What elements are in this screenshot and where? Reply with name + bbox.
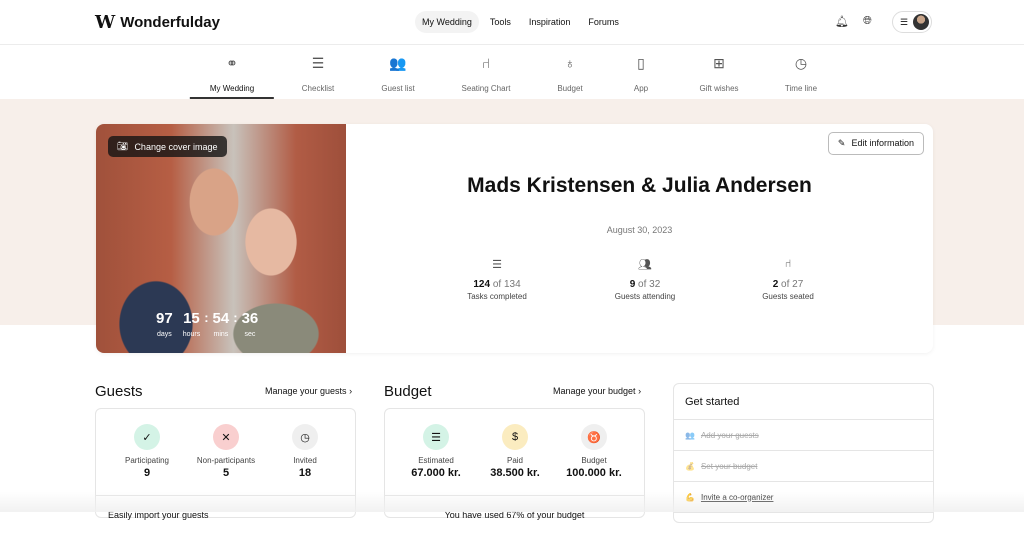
tab-app[interactable]: ▯ App <box>633 55 649 93</box>
get-started-title: Get started <box>674 384 933 420</box>
hand-money-icon: $ <box>502 424 528 450</box>
kpi-estimated: ☰ Estimated 67.000 kr. <box>386 424 486 479</box>
tab-seating-chart[interactable]: ⑁ Seating Chart <box>461 55 511 93</box>
chevron-right-icon: › <box>638 386 642 396</box>
kpi-invited: ◷ Invited 18 <box>255 424 355 479</box>
nav-my-wedding[interactable]: My Wedding <box>415 11 479 33</box>
kpi-budget: ♉ Budget 100.000 kr. <box>544 424 644 479</box>
person-x-icon: ✕ <box>213 424 239 450</box>
chevron-right-icon: › <box>349 386 353 396</box>
kpi-non-participants: ✕ Non-participants 5 <box>176 424 276 479</box>
chair-icon: ⑁ <box>784 258 792 270</box>
edit-information-button[interactable]: ✎ Edit information <box>827 132 924 155</box>
emoji-icon: 💰 <box>685 461 695 471</box>
globe-icon[interactable]: 🌐︎ <box>862 15 872 27</box>
sub-nav: ⚭ My Wedding ☰ Checklist 👥 Guest list ⑁ Seating… <box>0 45 1024 99</box>
stat-tasks: ☰ 124 of 134 Tasks completed <box>437 258 557 301</box>
top-header: W Wonderfulday My Wedding Tools Inspirati… <box>0 0 1024 45</box>
nav-tools[interactable]: Tools <box>489 17 511 27</box>
gift-icon: ⊞ <box>713 55 725 71</box>
person-check-icon: ✓ <box>134 424 160 450</box>
emoji-icon: 👥 <box>685 430 695 440</box>
guests-icon: 👥︎ <box>638 259 652 271</box>
tab-checklist[interactable]: ☰ Checklist <box>301 55 335 93</box>
rings-icon: ⚭ <box>226 55 238 71</box>
checklist-icon: ☰ <box>492 259 502 271</box>
piggy-bank-icon: ♉ <box>581 424 607 450</box>
manage-guests-link[interactable]: Manage your guests › <box>265 386 353 396</box>
coins-icon: ☰ <box>423 424 449 450</box>
nav-inspiration[interactable]: Inspiration <box>528 17 571 27</box>
nav-forums[interactable]: Forums <box>588 17 619 27</box>
kpi-paid: $ Paid 38.500 kr. <box>465 424 565 479</box>
logo[interactable]: W Wonderfulday <box>95 12 220 33</box>
wedding-date: August 30, 2023 <box>606 225 673 235</box>
tab-time-line[interactable]: ◷ Time line <box>784 55 818 93</box>
stat-guests-attending: 👥︎ 9 of 32 Guests attending <box>585 258 705 301</box>
hamburger-icon: ☰ <box>900 16 909 27</box>
guests-icon: 👥 <box>389 55 407 71</box>
person-clock-icon: ◷ <box>292 424 318 450</box>
clock-icon: ◷ <box>794 55 808 71</box>
checklist-icon: ☰ <box>311 55 325 71</box>
cover-image: 📷︎ Change cover image 97 days 15 hours : 54… <box>96 124 346 353</box>
manage-budget-link[interactable]: Manage your budget › <box>553 386 642 396</box>
tab-gift-wishes[interactable]: ⊞ Gift wishes <box>699 55 739 93</box>
stat-guests-seated: ⑁ 2 of 27 Guests seated <box>728 258 848 301</box>
tab-guest-list[interactable]: 👥 Guest list <box>381 55 415 93</box>
user-menu-button[interactable]: ☰ <box>892 11 932 33</box>
tab-my-wedding[interactable]: ⚭ My Wedding <box>189 45 275 99</box>
kpi-participating: ✓ Participating 9 <box>97 424 197 479</box>
pencil-icon: ✎ <box>837 138 846 148</box>
hero-card: 📷︎ Change cover image 97 days 15 hours : 54… <box>96 124 933 353</box>
top-nav: My Wedding Tools Inspiration Forums <box>415 11 626 33</box>
brand-name: Wonderfulday <box>120 14 220 31</box>
bottom-fade <box>0 492 1024 512</box>
countdown: 97 days 15 hours : 54 mins : 36 sec <box>156 310 259 338</box>
avatar <box>913 14 930 30</box>
couple-names: Mads Kristensen & Julia Andersen <box>467 174 812 197</box>
phone-icon: ▯ <box>637 55 645 71</box>
tab-budget[interactable]: ♁ Budget <box>557 55 583 93</box>
change-cover-button[interactable]: 📷︎ Change cover image <box>108 136 227 157</box>
budget-title: Budget <box>384 383 432 400</box>
get-started-item[interactable]: 👥 Add your guests <box>674 420 933 451</box>
money-bag-icon: ♁ <box>564 55 576 71</box>
bell-icon[interactable]: 🔔︎ <box>835 16 849 28</box>
camera-icon: 📷︎ <box>117 141 129 151</box>
get-started-item[interactable]: 💰 Set your budget <box>674 451 933 482</box>
guests-title: Guests <box>95 383 143 400</box>
chair-icon: ⑁ <box>481 55 491 71</box>
